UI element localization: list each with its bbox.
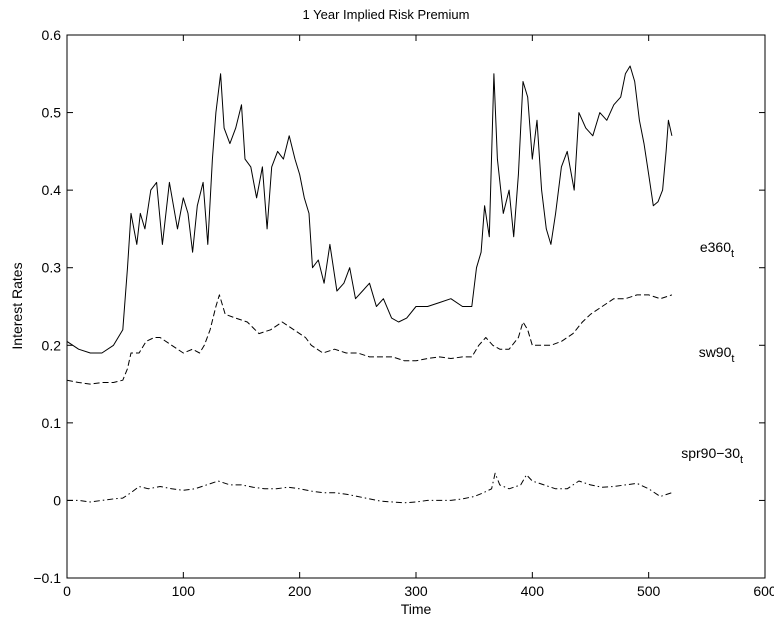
series-label-spr90-30t: spr90−30t xyxy=(681,445,743,466)
series-line-sw90t xyxy=(66,294,673,385)
x-tick-label: 500 xyxy=(637,583,661,599)
y-tick-label: 0.5 xyxy=(42,105,62,121)
x-axis-title: Time xyxy=(401,601,432,617)
series-label-e360t: e360t xyxy=(700,239,734,260)
y-tick-label: −0.1 xyxy=(33,570,61,586)
series-line-e360t xyxy=(66,65,673,354)
series-label-sw90t: sw90t xyxy=(699,344,735,365)
x-axis: 0 100 200 300 400 500 600 xyxy=(63,35,774,599)
y-tick-label: 0 xyxy=(53,492,61,508)
y-tick-label: 0.3 xyxy=(42,260,62,276)
chart-title: 1 Year Implied Risk Premium xyxy=(303,7,470,22)
series-lines xyxy=(66,65,673,504)
x-tick-label: 300 xyxy=(404,583,428,599)
x-tick-label: 400 xyxy=(521,583,545,599)
series-labels: e360t sw90t spr90−30t xyxy=(681,239,743,466)
y-tick-label: 0.4 xyxy=(42,182,62,198)
y-tick-label: 0.6 xyxy=(42,27,62,43)
x-tick-label: 600 xyxy=(753,583,774,599)
y-tick-label: 0.2 xyxy=(42,337,62,353)
x-tick-label: 100 xyxy=(172,583,196,599)
y-tick-label: 0.1 xyxy=(42,415,62,431)
series-line-spr90-30t xyxy=(67,472,673,504)
y-axis: −0.1 0 0.1 0.2 0.3 0.4 0.5 0.6 xyxy=(33,27,765,586)
x-tick-label: 0 xyxy=(63,583,71,599)
x-tick-label: 200 xyxy=(288,583,312,599)
y-axis-title: Interest Rates xyxy=(9,262,25,349)
